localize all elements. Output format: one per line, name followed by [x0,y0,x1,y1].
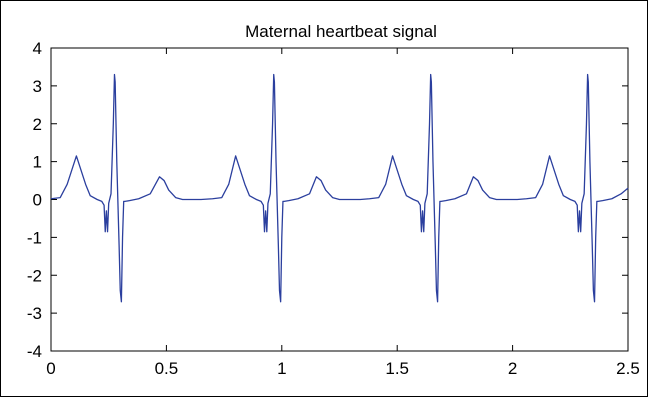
y-tick-label: -4 [27,342,42,361]
series-line-0 [50,73,629,303]
x-tick-label: 2.5 [616,359,640,378]
chart-title: Maternal heartbeat signal [245,22,437,41]
y-tick-label: 1 [33,153,42,172]
y-tick-label: -1 [27,228,42,247]
x-tick-label: 0 [46,359,55,378]
y-tick-label: -3 [27,304,42,323]
x-tick-label: 1.5 [385,359,409,378]
x-tick-label: 1 [277,359,286,378]
y-tick-label: 2 [33,115,42,134]
series-layer [50,73,629,303]
x-tick-label: 2 [508,359,517,378]
y-tick-label: 0 [33,191,42,210]
y-tick-label: -2 [27,266,42,285]
y-tick-label: 3 [33,77,42,96]
x-tick-label: 0.5 [155,359,179,378]
y-tick-label: 4 [33,39,42,58]
axis-ticks [50,47,629,352]
axis-tick-labels: 0 0.5 1 1.5 2 2.5 -4 -3 -2 -1 0 1 2 3 4 [27,39,640,378]
